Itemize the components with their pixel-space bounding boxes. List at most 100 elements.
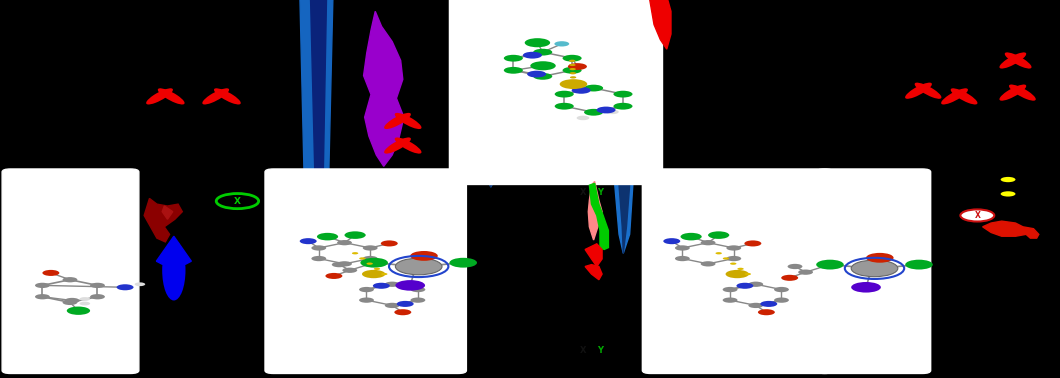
Polygon shape	[157, 236, 191, 264]
Circle shape	[570, 81, 577, 83]
Circle shape	[597, 107, 616, 113]
Circle shape	[396, 301, 413, 307]
Circle shape	[681, 233, 702, 240]
Circle shape	[664, 238, 681, 244]
Circle shape	[525, 38, 550, 47]
Circle shape	[530, 61, 555, 70]
Circle shape	[395, 258, 442, 275]
Ellipse shape	[158, 88, 184, 104]
Circle shape	[748, 303, 763, 308]
Circle shape	[723, 297, 738, 303]
Ellipse shape	[162, 240, 186, 301]
Ellipse shape	[394, 113, 422, 129]
Circle shape	[571, 87, 590, 94]
Circle shape	[135, 282, 145, 286]
Circle shape	[723, 287, 738, 292]
Circle shape	[361, 270, 386, 278]
Circle shape	[523, 52, 542, 59]
Circle shape	[760, 301, 777, 307]
Polygon shape	[618, 0, 631, 185]
Circle shape	[569, 64, 576, 66]
Circle shape	[504, 67, 523, 74]
Ellipse shape	[1000, 53, 1026, 68]
Circle shape	[726, 245, 741, 251]
Circle shape	[726, 256, 741, 261]
Circle shape	[554, 41, 569, 46]
Circle shape	[332, 262, 347, 267]
Circle shape	[352, 252, 358, 254]
Circle shape	[725, 270, 748, 278]
Circle shape	[774, 297, 789, 303]
Circle shape	[410, 287, 425, 292]
Polygon shape	[364, 11, 404, 166]
Circle shape	[395, 280, 425, 291]
Circle shape	[866, 253, 894, 263]
Text: Y: Y	[597, 188, 603, 197]
Circle shape	[363, 245, 377, 251]
Polygon shape	[485, 0, 499, 187]
Circle shape	[798, 270, 813, 275]
Circle shape	[614, 103, 633, 110]
Circle shape	[337, 240, 352, 245]
Circle shape	[708, 231, 729, 239]
Circle shape	[325, 273, 342, 279]
Circle shape	[80, 302, 90, 305]
Polygon shape	[585, 244, 602, 266]
Circle shape	[744, 240, 761, 246]
Ellipse shape	[384, 113, 411, 129]
Text: X: X	[580, 188, 586, 197]
Circle shape	[63, 277, 77, 282]
Circle shape	[568, 63, 587, 70]
Circle shape	[905, 260, 933, 270]
Circle shape	[410, 251, 438, 261]
Circle shape	[851, 260, 898, 277]
Text: Y: Y	[597, 346, 603, 355]
Polygon shape	[615, 185, 633, 253]
Polygon shape	[479, 0, 506, 187]
Ellipse shape	[1009, 85, 1036, 101]
Circle shape	[381, 240, 398, 246]
Circle shape	[716, 252, 722, 254]
Circle shape	[563, 67, 582, 74]
Text: X: X	[974, 211, 980, 220]
Circle shape	[569, 68, 576, 70]
Polygon shape	[589, 183, 608, 249]
Circle shape	[701, 261, 716, 266]
Circle shape	[342, 268, 357, 273]
Ellipse shape	[146, 88, 173, 104]
Circle shape	[300, 238, 317, 244]
Circle shape	[117, 284, 134, 290]
Circle shape	[737, 283, 754, 289]
Ellipse shape	[905, 83, 932, 99]
Circle shape	[312, 245, 326, 251]
Polygon shape	[300, 0, 333, 206]
Circle shape	[410, 297, 425, 303]
Polygon shape	[619, 185, 630, 253]
Ellipse shape	[214, 88, 241, 104]
Polygon shape	[983, 221, 1039, 238]
Circle shape	[65, 298, 80, 303]
Circle shape	[317, 233, 338, 240]
Circle shape	[449, 258, 477, 268]
FancyBboxPatch shape	[816, 169, 931, 373]
Circle shape	[554, 103, 573, 110]
Circle shape	[851, 282, 881, 293]
Circle shape	[533, 73, 552, 80]
Ellipse shape	[1000, 85, 1026, 101]
Circle shape	[606, 110, 619, 114]
Circle shape	[359, 257, 366, 260]
Circle shape	[563, 55, 582, 62]
Circle shape	[385, 303, 400, 308]
Circle shape	[344, 231, 366, 239]
Circle shape	[554, 91, 573, 98]
Circle shape	[367, 262, 373, 265]
Circle shape	[569, 60, 576, 62]
Circle shape	[374, 268, 381, 270]
Circle shape	[359, 297, 374, 303]
Circle shape	[614, 91, 633, 98]
Ellipse shape	[941, 88, 968, 104]
Circle shape	[738, 268, 744, 270]
Circle shape	[533, 49, 552, 56]
Circle shape	[748, 282, 763, 287]
Circle shape	[373, 283, 390, 289]
